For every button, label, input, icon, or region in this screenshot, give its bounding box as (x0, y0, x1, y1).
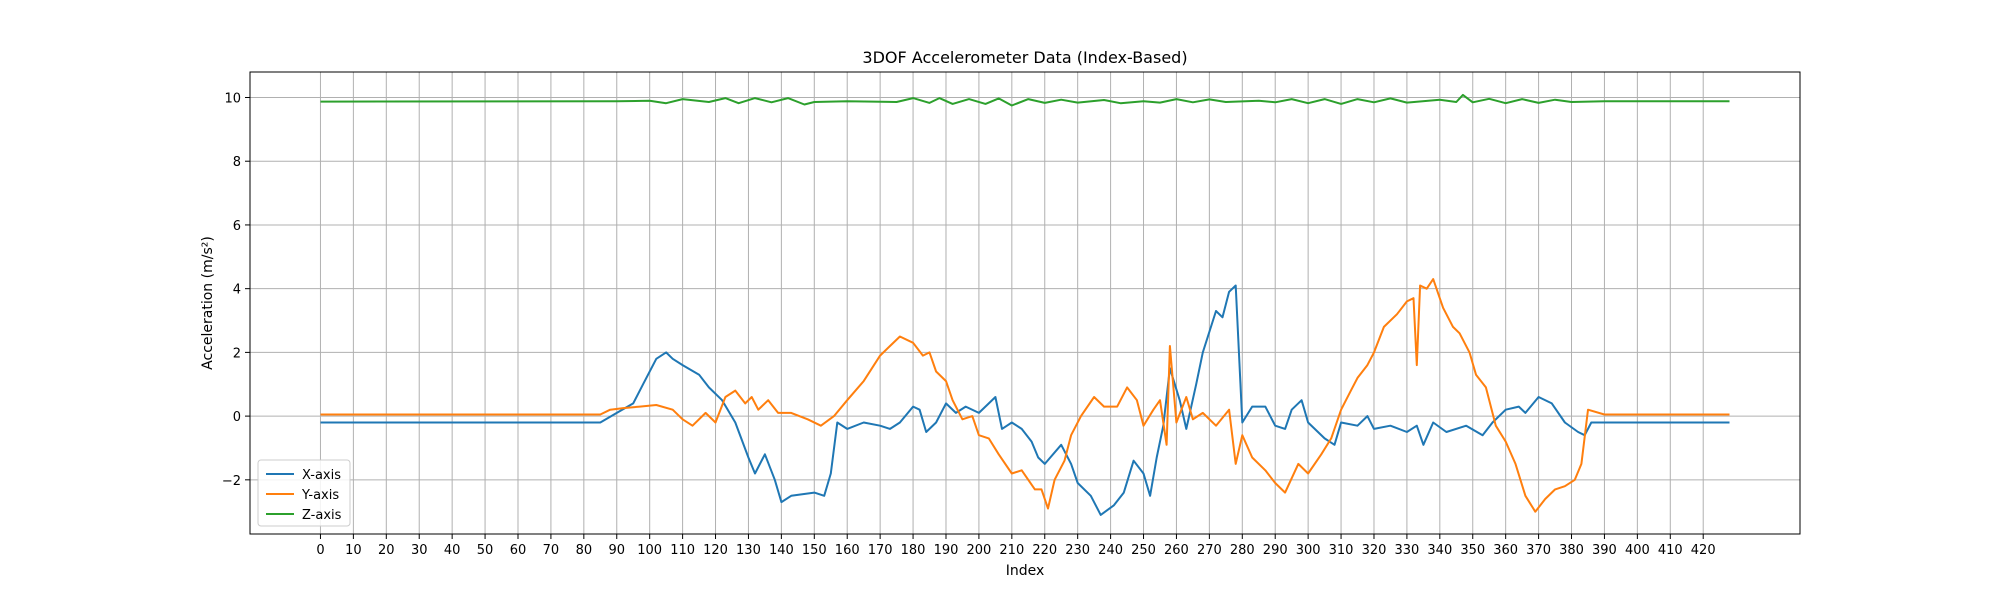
series-line-y-axis (320, 278, 1730, 513)
x-tick-label: 90 (608, 543, 625, 558)
x-tick-label: 230 (1065, 543, 1090, 558)
x-tick-label: 380 (1559, 543, 1584, 558)
legend-label: Y-axis (301, 488, 339, 503)
x-tick-label: 80 (576, 543, 593, 558)
x-tick-label: 260 (1164, 543, 1189, 558)
x-tick-label: 190 (934, 543, 959, 558)
axis-ticks: 0 10 20 30 40 50 60 70 80 90 100 110 120 130 140 150 160… (222, 91, 1716, 558)
series-line-x-axis (320, 284, 1730, 516)
x-tick-label: 410 (1658, 543, 1683, 558)
legend-label: Z-axis (302, 508, 342, 523)
y-tick-label: −2 (222, 474, 241, 489)
y-tick-label: 6 (233, 219, 241, 234)
x-tick-label: 290 (1263, 543, 1288, 558)
y-tick-label: 4 (233, 283, 241, 298)
x-axis-label: Index (1006, 563, 1045, 579)
y-tick-label: 0 (233, 410, 241, 425)
x-tick-label: 30 (411, 543, 428, 558)
x-tick-label: 250 (1131, 543, 1156, 558)
x-tick-label: 160 (835, 543, 860, 558)
x-tick-label: 180 (901, 543, 926, 558)
legend-label: X-axis (302, 468, 341, 483)
chart-title: 3DOF Accelerometer Data (Index-Based) (862, 48, 1187, 67)
x-tick-label: 60 (510, 543, 527, 558)
y-tick-label: 10 (224, 91, 241, 106)
x-tick-label: 120 (703, 543, 728, 558)
series-lines (320, 93, 1730, 516)
y-tick-label: 2 (233, 346, 241, 361)
x-tick-label: 220 (1032, 543, 1057, 558)
x-tick-label: 200 (966, 543, 991, 558)
x-tick-label: 330 (1394, 543, 1419, 558)
x-tick-label: 50 (477, 543, 494, 558)
x-tick-label: 10 (345, 543, 362, 558)
x-tick-label: 140 (769, 543, 794, 558)
x-tick-label: 360 (1493, 543, 1518, 558)
x-tick-label: 370 (1526, 543, 1551, 558)
x-tick-label: 280 (1230, 543, 1255, 558)
legend-box (257, 459, 351, 527)
x-tick-label: 210 (999, 543, 1024, 558)
x-tick-label: 130 (736, 543, 761, 558)
x-tick-label: 70 (543, 543, 560, 558)
x-tick-label: 240 (1098, 543, 1123, 558)
x-tick-label: 340 (1427, 543, 1452, 558)
x-tick-label: 270 (1197, 543, 1222, 558)
x-tick-label: 420 (1691, 543, 1716, 558)
x-tick-label: 110 (670, 543, 695, 558)
x-tick-label: 300 (1296, 543, 1321, 558)
x-tick-label: 20 (378, 543, 395, 558)
plot-frame (249, 71, 1801, 535)
y-axis-label: Acceleration (m/s²) (200, 236, 216, 370)
x-tick-label: 170 (868, 543, 893, 558)
x-tick-label: 400 (1625, 543, 1650, 558)
x-tick-label: 40 (444, 543, 461, 558)
x-tick-label: 310 (1329, 543, 1354, 558)
legend: X-axis Y-axis Z-axis (257, 459, 351, 527)
y-tick-label: 8 (233, 155, 241, 170)
series-line-z-axis (320, 93, 1730, 107)
plot-background (250, 72, 1800, 534)
x-tick-label: 390 (1592, 543, 1617, 558)
x-tick-label: 320 (1362, 543, 1387, 558)
x-tick-label: 0 (316, 543, 324, 558)
x-tick-label: 100 (637, 543, 662, 558)
x-tick-label: 350 (1460, 543, 1485, 558)
x-tick-label: 150 (802, 543, 827, 558)
